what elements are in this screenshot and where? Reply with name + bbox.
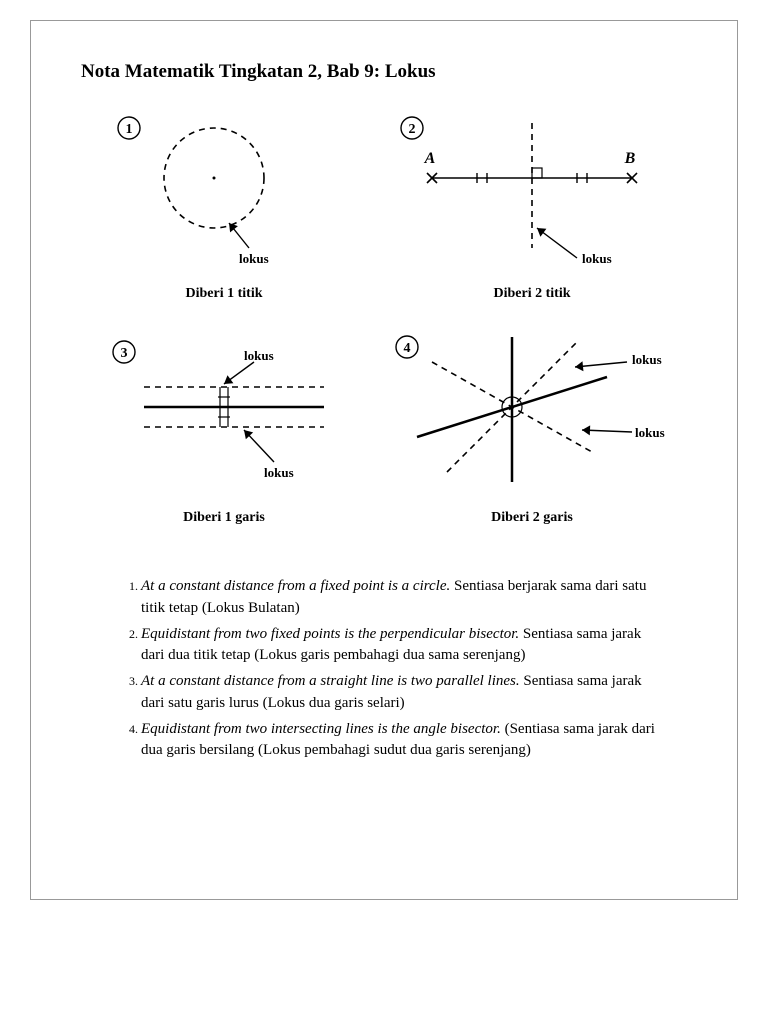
- document-page: Nota Matematik Tingkatan 2, Bab 9: Lokus…: [30, 20, 738, 900]
- svg-text:A: A: [424, 150, 436, 167]
- note-eng: At a constant distance from a fixed poin…: [141, 578, 450, 594]
- note-item: Equidistant from two intersecting lines …: [141, 719, 667, 763]
- diagram-3: lokus lokus 3 Diberi 1 garis: [81, 322, 367, 526]
- diagram-4: lokus lokus 4 Diberi 2 garis: [377, 322, 687, 526]
- svg-text:lokus: lokus: [632, 352, 662, 367]
- diagram-2: A Blokus 2 Diberi 2 titik: [377, 108, 687, 302]
- caption-2: Diberi 2 titik: [377, 286, 687, 302]
- note-item: At a constant distance from a fixed poin…: [141, 576, 667, 620]
- note-item: Equidistant from two fixed points is the…: [141, 624, 667, 668]
- svg-text:1: 1: [126, 122, 133, 137]
- diagram-4-svg: lokus lokus 4: [377, 322, 687, 502]
- svg-text:lokus: lokus: [582, 251, 612, 266]
- page-title: Nota Matematik Tingkatan 2, Bab 9: Lokus: [81, 61, 687, 83]
- svg-text:lokus: lokus: [264, 465, 294, 480]
- svg-text:lokus: lokus: [239, 251, 269, 266]
- svg-text:lokus: lokus: [244, 348, 274, 363]
- svg-text:lokus: lokus: [635, 425, 665, 440]
- svg-text:2: 2: [409, 122, 416, 137]
- svg-text:B: B: [624, 150, 636, 167]
- svg-text:3: 3: [121, 346, 128, 361]
- diagram-2-svg: A Blokus 2: [382, 108, 682, 278]
- note-eng: Equidistant from two fixed points is the…: [141, 626, 519, 642]
- caption-1: Diberi 1 titik: [81, 286, 367, 302]
- diagram-grid: lokus 1 Diberi 1 titik A Blokus 2 Diberi 2 …: [81, 108, 687, 526]
- note-eng: At a constant distance from a straight l…: [141, 673, 520, 689]
- note-item: At a constant distance from a straight l…: [141, 671, 667, 715]
- svg-text:4: 4: [404, 341, 411, 356]
- diagram-3-svg: lokus lokus 3: [94, 322, 354, 502]
- notes-list: At a constant distance from a fixed poin…: [121, 576, 667, 762]
- diagram-1: lokus 1 Diberi 1 titik: [81, 108, 367, 302]
- caption-3: Diberi 1 garis: [81, 510, 367, 526]
- diagram-1-svg: lokus 1: [94, 108, 354, 278]
- note-eng: Equidistant from two intersecting lines …: [141, 721, 501, 737]
- caption-4: Diberi 2 garis: [377, 510, 687, 526]
